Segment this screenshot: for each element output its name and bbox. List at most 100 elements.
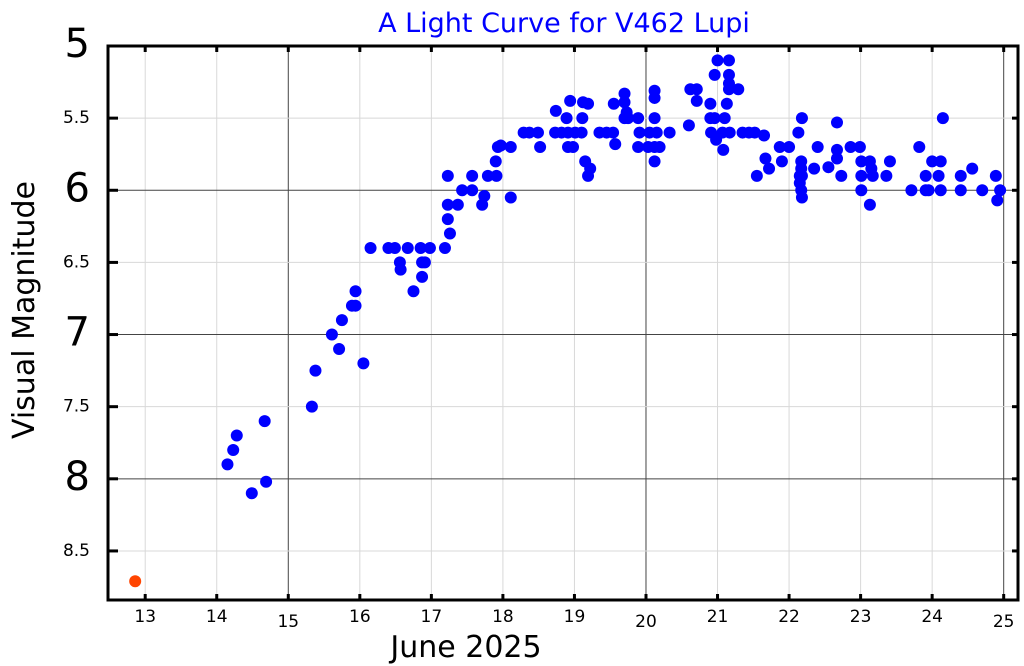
data-point: [720, 97, 733, 110]
data-point: [991, 194, 1004, 207]
data-point: [357, 357, 370, 370]
data-point: [835, 169, 848, 182]
data-point: [690, 94, 703, 107]
data-point: [650, 126, 663, 139]
plot-frame: [106, 44, 1020, 602]
data-point: [750, 169, 763, 182]
data-point: [758, 129, 771, 142]
x-tick-label: 13: [134, 607, 156, 627]
data-point: [632, 140, 645, 153]
data-point: [853, 140, 866, 153]
data-point: [831, 152, 844, 165]
data-point: [394, 263, 407, 276]
data-point: [349, 285, 362, 298]
data-point: [258, 415, 271, 428]
data-point: [609, 138, 622, 151]
x-tick-label: 17: [421, 607, 443, 627]
data-point: [416, 270, 429, 283]
y-tick-label: 5: [65, 21, 90, 67]
data-point: [690, 83, 703, 96]
data-point: [989, 169, 1002, 182]
y-tick-label: 7: [65, 310, 90, 356]
data-point: [388, 241, 401, 254]
data-point: [783, 140, 796, 153]
data-point: [865, 162, 878, 175]
data-point: [260, 475, 273, 488]
tick-labels: 13 14 15 16 17 18 19 20 21 22 23 24 25 5 5.5 6 6.5 7 7.5 8 8…: [63, 21, 1015, 632]
data-point: [934, 184, 947, 197]
data-point: [855, 155, 868, 168]
data-point: [438, 241, 451, 254]
data-point: [456, 184, 469, 197]
data-point: [129, 575, 142, 588]
data-point: [792, 126, 805, 139]
data-point: [245, 487, 258, 500]
data-point: [534, 140, 547, 153]
data-point: [633, 126, 646, 139]
data-point: [441, 213, 454, 226]
data-point: [575, 126, 588, 139]
x-axis-label: June 2025: [388, 630, 541, 665]
data-point: [494, 139, 507, 152]
data-point: [883, 155, 896, 168]
data-point: [466, 184, 479, 197]
data-point: [682, 119, 695, 132]
data-point: [880, 169, 893, 182]
data-point: [622, 112, 635, 125]
x-tick-label: 21: [707, 607, 729, 627]
y-tick-label: 8: [65, 454, 90, 500]
data-point: [443, 227, 456, 240]
data-point: [966, 162, 979, 175]
data-point: [490, 169, 503, 182]
data-point: [618, 87, 631, 100]
data-point: [607, 97, 620, 110]
data-point: [717, 143, 730, 156]
data-point: [414, 241, 427, 254]
data-point: [333, 342, 346, 355]
data-point: [954, 184, 967, 197]
data-point: [922, 184, 935, 197]
data-point: [722, 83, 735, 96]
data-point: [401, 241, 414, 254]
data-point: [773, 140, 786, 153]
x-tick-label: 19: [564, 607, 586, 627]
data-point: [905, 184, 918, 197]
x-tick-label: 14: [206, 607, 228, 627]
data-point: [722, 68, 735, 81]
data-point: [418, 256, 431, 269]
y-tick-label: 7.5: [63, 397, 90, 417]
data-point: [994, 184, 1007, 197]
data-point: [349, 299, 362, 312]
data-point: [523, 126, 536, 139]
x-tick-label: 23: [850, 607, 872, 627]
data-point: [407, 285, 420, 298]
axes: [106, 44, 1020, 602]
data-point: [504, 140, 517, 153]
x-tick-label: 15: [277, 612, 299, 632]
data-point: [822, 161, 835, 174]
data-point: [632, 112, 645, 125]
x-tick-label: 20: [635, 612, 657, 632]
data-point: [663, 126, 676, 139]
data-point: [808, 162, 821, 175]
data-point: [648, 91, 661, 104]
data-point: [863, 198, 876, 211]
data-point: [932, 169, 945, 182]
data-point: [855, 184, 868, 197]
data-points: [129, 54, 1007, 588]
x-tick-label: 25: [993, 612, 1015, 632]
data-point: [934, 155, 947, 168]
data-point: [564, 94, 577, 107]
data-point: [567, 140, 580, 153]
x-tick-label: 18: [492, 607, 514, 627]
data-point: [844, 140, 857, 153]
data-point: [504, 191, 517, 204]
y-tick-label: 6: [65, 165, 90, 211]
data-point: [221, 458, 234, 471]
y-tick-label: 5.5: [63, 108, 90, 128]
data-point: [704, 97, 717, 110]
data-point: [759, 152, 772, 165]
data-point: [732, 83, 745, 96]
data-point: [716, 126, 729, 139]
